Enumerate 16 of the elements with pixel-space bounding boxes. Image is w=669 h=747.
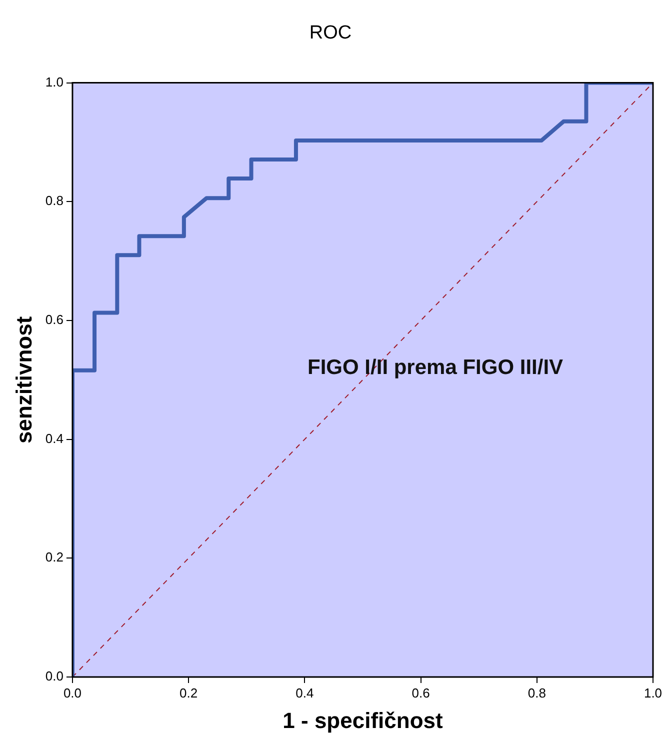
chart-title: ROC — [309, 22, 352, 44]
x-tick-label: 1.0 — [644, 685, 662, 700]
x-tick-label: 0.2 — [180, 685, 198, 700]
y-tick-label: 0.8 — [45, 193, 64, 208]
y-tick-label: 0.2 — [45, 550, 64, 565]
x-tick-label: 0.0 — [63, 685, 82, 700]
x-tick-label: 0.8 — [528, 685, 546, 700]
y-tick-label: 1.0 — [45, 74, 64, 90]
y-tick-label: 0.0 — [45, 668, 64, 684]
x-axis-title: 1 - specifičnost — [282, 708, 444, 733]
y-tick-label: 0.4 — [45, 430, 64, 446]
y-axis-title: senzitivnost — [11, 316, 36, 444]
annotation: FIGO I/II prema FIGO III/IV — [308, 356, 564, 379]
x-tick-label: 0.4 — [296, 685, 314, 700]
y-tick-label: 0.6 — [45, 312, 64, 328]
x-tick-label: 0.6 — [412, 685, 430, 700]
